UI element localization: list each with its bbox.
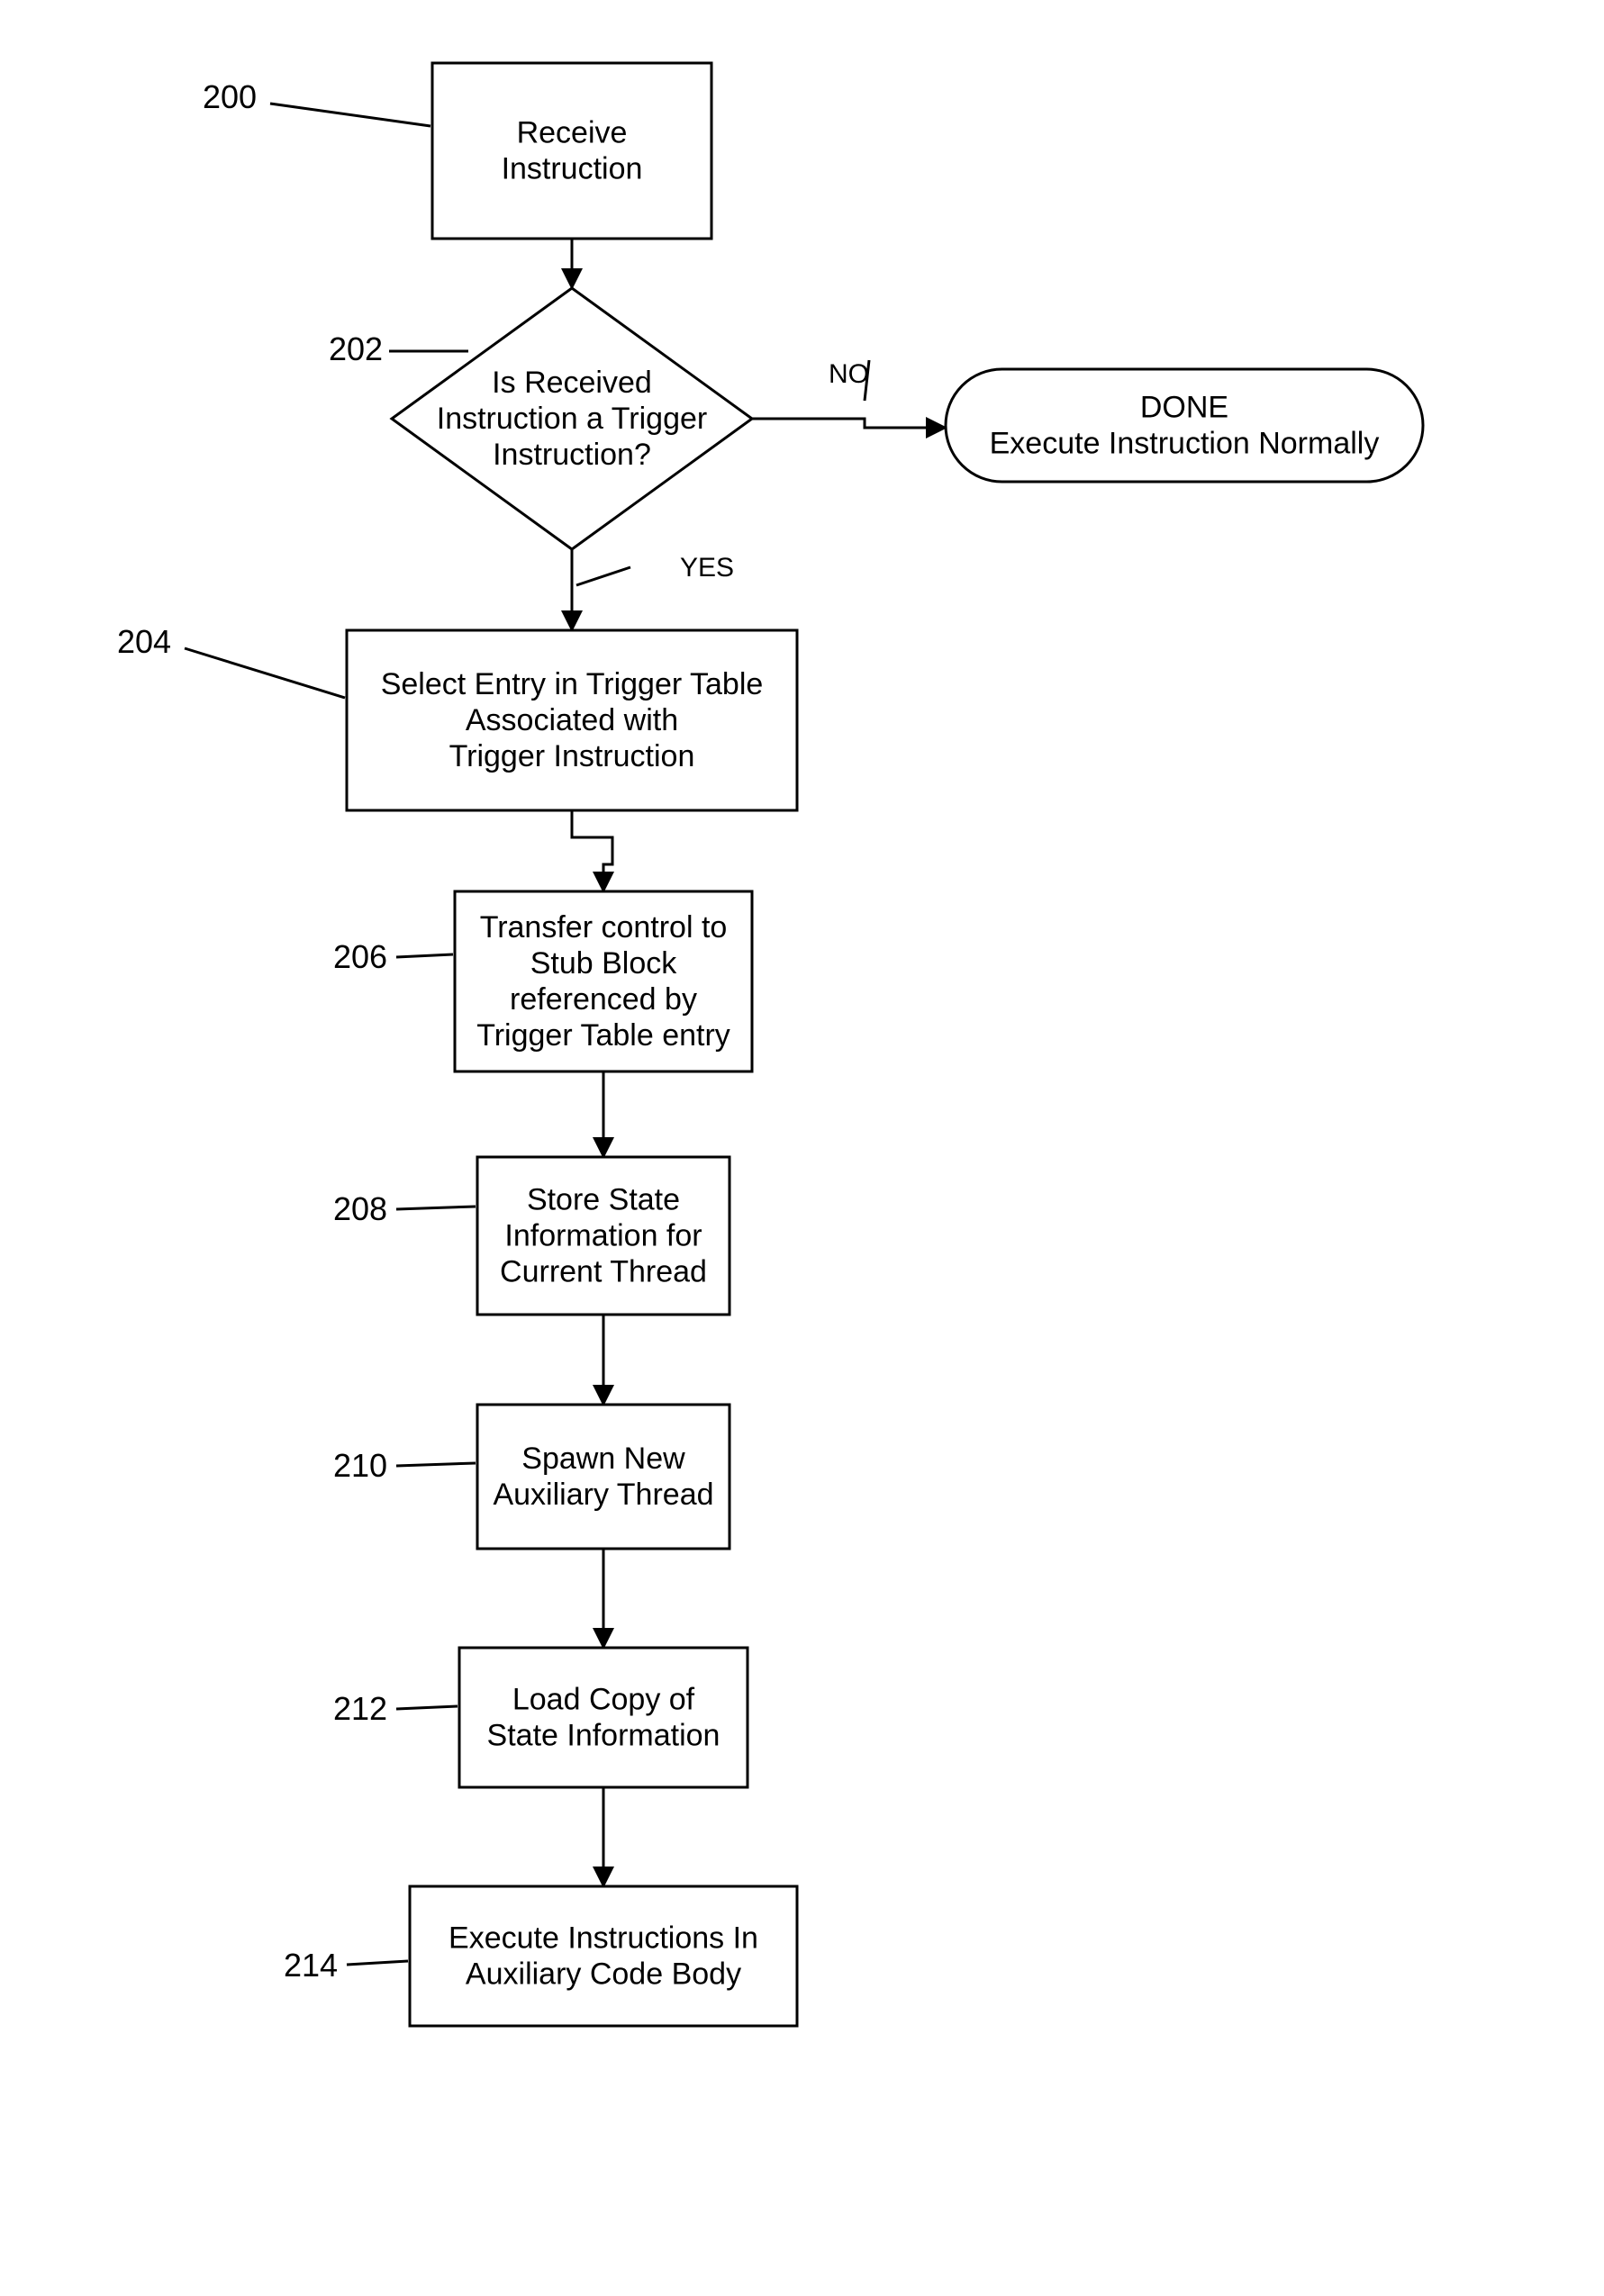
node-n202-line1: Instruction a Trigger <box>437 402 707 436</box>
node-n206-line0: Transfer control to <box>480 910 728 945</box>
ref-number-208: 208 <box>333 1190 387 1227</box>
ref-number-200: 200 <box>203 78 257 115</box>
node-n214 <box>410 1886 797 2026</box>
node-n210-line0: Spawn New <box>521 1442 685 1476</box>
ref-number-210: 210 <box>333 1447 387 1484</box>
node-n204-line2: Trigger Instruction <box>449 739 695 773</box>
node-n200-line1: Instruction <box>502 152 643 186</box>
ref-leader-206 <box>396 954 453 957</box>
node-n206-line3: Trigger Table entry <box>476 1018 730 1053</box>
edge-label-yes: YES <box>680 553 734 583</box>
node-n210-line1: Auxiliary Thread <box>493 1478 713 1512</box>
node-n210 <box>477 1405 730 1549</box>
node-n212 <box>459 1648 748 1787</box>
node-done-line0: DONE <box>1140 391 1228 425</box>
ref-leader-208 <box>396 1207 476 1209</box>
node-done-line1: Execute Instruction Normally <box>990 427 1380 461</box>
node-n208-line2: Current Thread <box>500 1255 707 1289</box>
node-n208-line1: Information for <box>504 1219 702 1253</box>
ref-number-204: 204 <box>117 623 171 660</box>
edge-n202-done <box>752 419 946 428</box>
ref-leader-212 <box>396 1706 458 1709</box>
node-n206-line2: referenced by <box>510 982 697 1017</box>
edge-label-no: NO <box>829 359 869 389</box>
node-n200 <box>432 63 711 239</box>
ref-number-214: 214 <box>284 1947 338 1984</box>
node-n212-line0: Load Copy of <box>512 1683 695 1717</box>
node-n212-line1: State Information <box>487 1719 720 1753</box>
node-done <box>946 369 1423 482</box>
label-leader <box>576 567 630 585</box>
ref-number-206: 206 <box>333 938 387 975</box>
node-n206-line1: Stub Block <box>530 946 678 981</box>
ref-leader-210 <box>396 1463 476 1466</box>
node-n202-line2: Instruction? <box>493 438 651 472</box>
node-n208-line0: Store State <box>527 1183 680 1217</box>
node-n214-line1: Auxiliary Code Body <box>466 1957 741 1992</box>
node-n202-line0: Is Received <box>492 366 652 400</box>
ref-leader-204 <box>185 648 345 698</box>
edge-n204-n206 <box>572 810 612 891</box>
node-n204-line0: Select Entry in Trigger Table <box>381 667 764 701</box>
node-n214-line0: Execute Instructions In <box>449 1921 758 1956</box>
ref-number-202: 202 <box>329 330 383 367</box>
ref-number-212: 212 <box>333 1690 387 1727</box>
ref-leader-214 <box>347 1961 408 1965</box>
ref-leader-200 <box>270 104 430 126</box>
node-n200-line0: Receive <box>517 116 628 150</box>
node-n204-line1: Associated with <box>466 703 678 737</box>
